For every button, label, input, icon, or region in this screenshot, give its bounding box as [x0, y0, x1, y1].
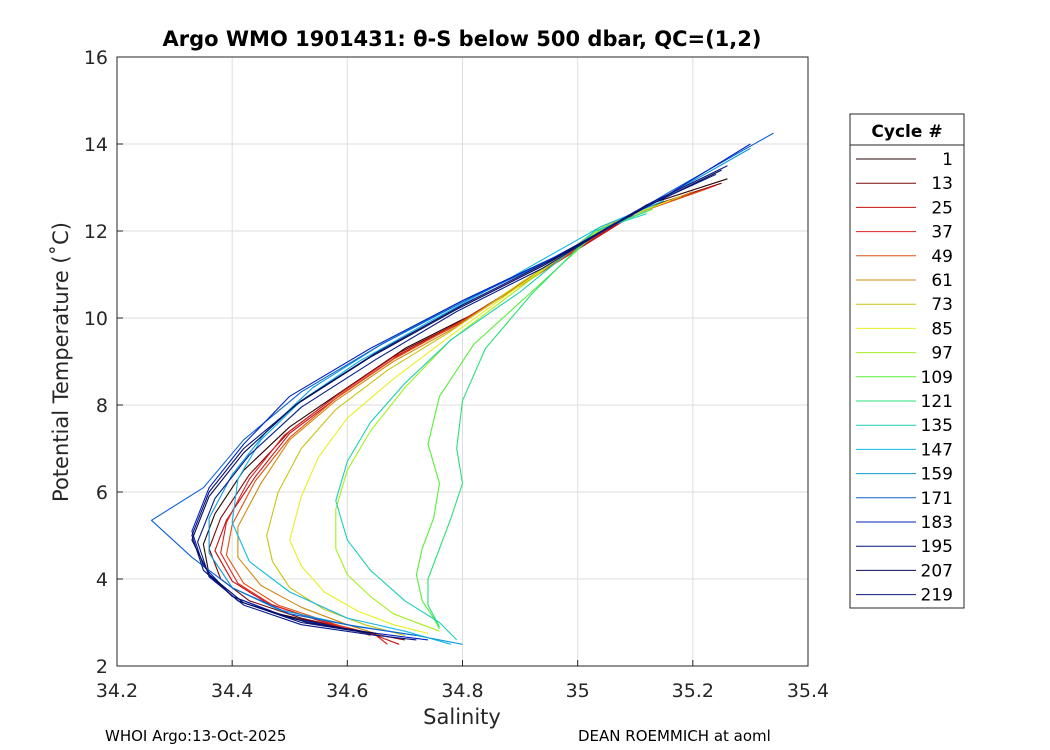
footer-right: DEAN ROEMMICH at aoml [578, 727, 771, 745]
legend-label-cycle-207: 207 [921, 561, 953, 581]
legend-label-cycle-109: 109 [921, 368, 953, 388]
series-line-cycle-13 [208, 182, 722, 641]
series-line-cycle-195 [191, 165, 728, 634]
series-line-cycle-25 [214, 184, 717, 645]
x-axis-label: Salinity [423, 705, 501, 729]
legend-label-cycle-171: 171 [921, 489, 953, 509]
series-line-cycle-207 [191, 169, 722, 634]
grid-lines [116, 56, 809, 667]
series-line-cycle-97 [335, 204, 659, 632]
legend-label-cycle-49: 49 [931, 247, 953, 267]
y-tick-label: 14 [84, 134, 108, 156]
series-lines [150, 132, 774, 645]
series-line-cycle-49 [225, 189, 705, 637]
legend-label-cycle-25: 25 [931, 198, 953, 218]
x-tick-label: 34.4 [211, 680, 253, 702]
y-tick-label: 2 [96, 656, 108, 678]
legend-box [849, 113, 965, 609]
y-tick-label: 6 [96, 482, 108, 504]
legend-label-cycle-195: 195 [921, 537, 953, 557]
x-tick-label: 34.8 [441, 680, 483, 702]
x-tick-label: 35 [566, 680, 590, 702]
x-tick-label: 34.2 [96, 680, 138, 702]
legend-label-cycle-147: 147 [921, 440, 953, 460]
x-tick-label: 35.4 [787, 680, 829, 702]
y-tick-label: 4 [96, 569, 108, 591]
legend-label-cycle-219: 219 [921, 586, 953, 606]
series-line-cycle-37 [220, 186, 711, 645]
y-tick-label: 16 [84, 47, 108, 69]
legend-label-cycle-85: 85 [931, 319, 953, 339]
footer-left: WHOI Argo:13-Oct-2025 [105, 727, 286, 745]
legend-label-cycle-73: 73 [931, 295, 953, 315]
series-line-cycle-121 [427, 210, 647, 628]
y-tick-label: 8 [96, 395, 108, 417]
legend-label-cycle-183: 183 [921, 513, 953, 533]
y-tick-label: 12 [84, 221, 108, 243]
legend-label-cycle-135: 135 [921, 416, 953, 436]
x-tick-label: 35.2 [672, 680, 714, 702]
legend-label-cycle-61: 61 [931, 271, 953, 291]
series-line-cycle-85 [289, 200, 670, 634]
series-line-cycle-109 [415, 208, 653, 630]
y-axis-label: Potential Temperature (˚C) [49, 222, 73, 502]
series-line-cycle-73 [266, 195, 682, 637]
legend: Cycle # 1 13 25 37 49 61 73 85 97 109 121 135 147 159… [849, 113, 965, 609]
legend-label-cycle-121: 121 [921, 392, 953, 412]
legend-label-cycle-159: 159 [921, 465, 953, 485]
series-line-cycle-1 [202, 178, 728, 637]
x-tick-label: 34.6 [326, 680, 368, 702]
legend-label-cycle-97: 97 [931, 344, 953, 364]
series-line-cycle-135 [335, 213, 647, 641]
y-tick-label: 10 [84, 308, 108, 330]
legend-title: Cycle # [871, 122, 942, 142]
series-line-cycle-61 [237, 191, 693, 637]
legend-label-cycle-37: 37 [931, 223, 953, 243]
legend-label-cycle-1: 1 [942, 150, 953, 170]
legend-label-cycle-13: 13 [931, 174, 953, 194]
series-line-cycle-219 [197, 173, 717, 641]
axis-ticks: 34.2 34.4 34.6 34.8 35 35.2 35.4 2 4 6 8 10 12 14 16 [84, 47, 829, 702]
legend-items: 1 13 25 37 49 61 73 85 97 109 121 135 147 159 171 183 19… [856, 150, 953, 606]
chart-title: Argo WMO 1901431: θ-S below 500 dbar, QC… [163, 27, 762, 51]
